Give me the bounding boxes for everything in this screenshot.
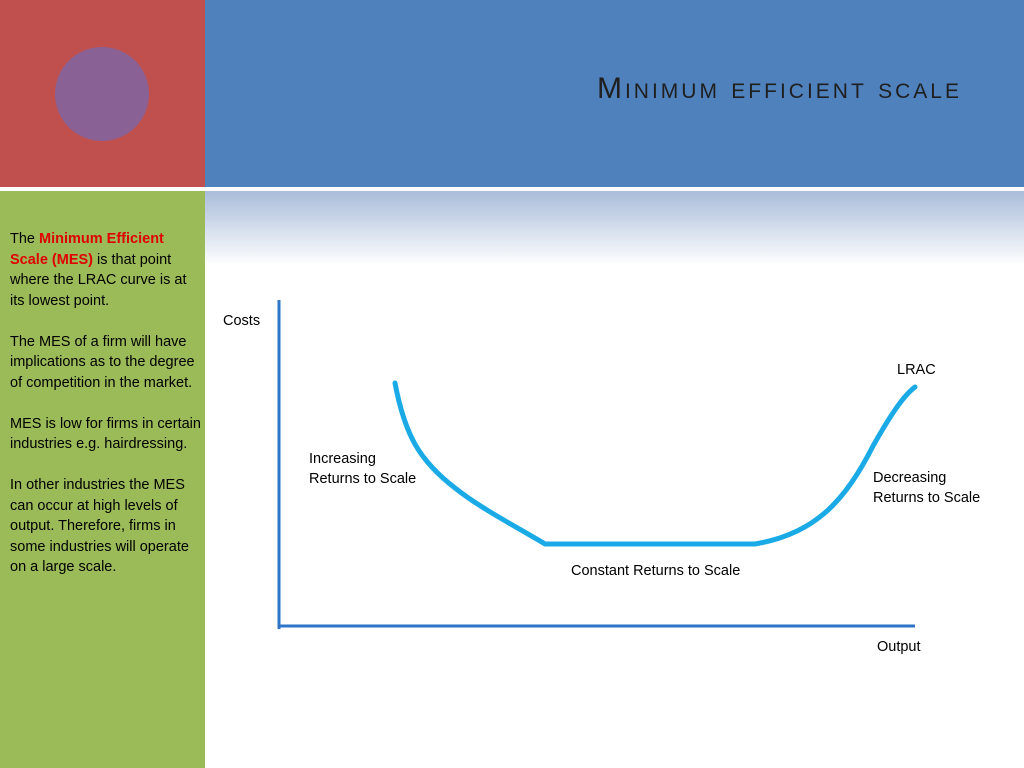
sidebar-paragraph-2: The MES of a firm will have implications… [10,333,195,391]
y-axis-label: Costs [223,313,260,329]
decorative-circle [55,47,149,141]
sidebar-paragraph-3: MES is low for firms in certain industri… [10,415,201,453]
sidebar-paragraph-1: The Minimum Efficient Scale (MES) is tha… [10,229,202,311]
p1-end: is that point where the LRAC curve is at… [10,251,187,309]
slide-title: Minimum efficient scale [596,72,962,105]
mes-highlight: Minimum Efficient Scale (MES) [10,231,164,268]
lrac-label: LRAC [897,362,936,378]
header-divider [0,187,1024,191]
x-axis-label: Output [877,639,921,655]
increasing-label-line1: Increasing [309,451,376,467]
lrac-curve [392,380,918,547]
p1-start: The [10,231,40,247]
header-bar [205,0,1024,187]
sidebar-paragraph-4: In other industries the MES can occur at… [10,477,189,575]
constant-label: Constant Returns to Scale [571,563,740,579]
lrac-diagram: Costs Output LRAC Increasing Returns to … [223,300,980,655]
gradient-band [205,191,1024,266]
sidebar-text: The Minimum Efficient Scale (MES) is tha… [10,229,202,598]
decreasing-label-line1: Decreasing [873,470,946,486]
increasing-label-line2: Returns to Scale [309,471,416,487]
sidebar-panel [0,191,205,768]
decreasing-label-line2: Returns to Scale [873,490,980,506]
